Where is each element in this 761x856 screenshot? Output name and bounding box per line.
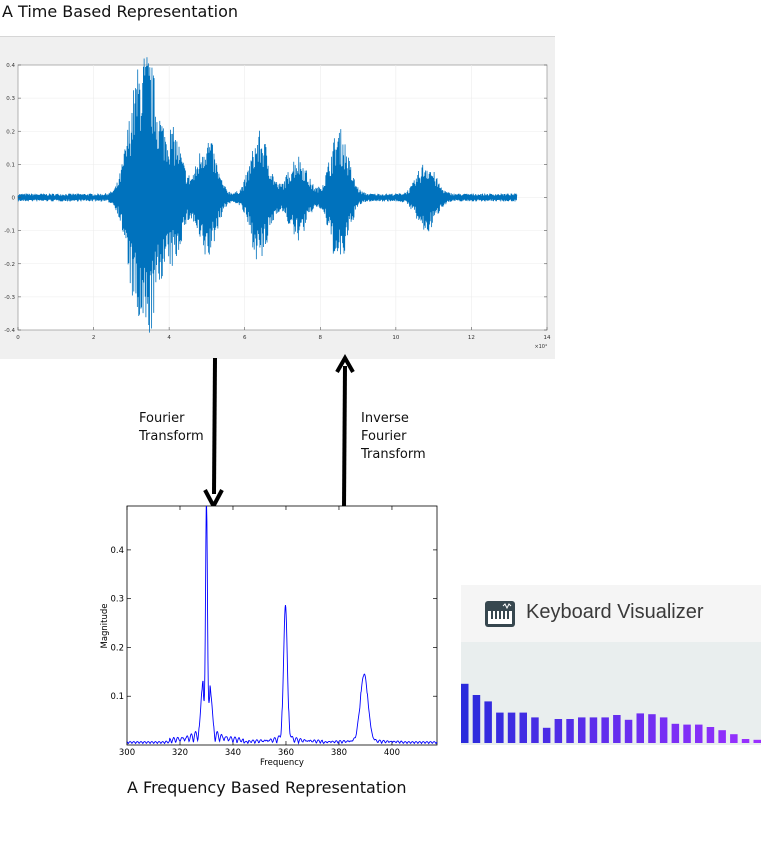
piano-keyboard-icon — [485, 601, 515, 627]
time-y-tick-label: 0.1 — [6, 162, 15, 168]
time-plot-window: 0.4 0.3 0.2 0.1 0 -0.1 -0.2 -0.3 -0.4 0 2 4 6 8 10 12 14… — [0, 36, 555, 359]
visualizer-bar — [484, 701, 492, 743]
time-y-tick-label: 0 — [12, 196, 16, 202]
time-representation-title: A Time Based Representation — [2, 2, 238, 21]
visualizer-bar — [472, 695, 481, 743]
visualizer-bar — [578, 717, 586, 743]
visualizer-bar — [753, 739, 761, 743]
visualizer-bars-area — [461, 642, 761, 745]
time-x-tick-label: 4 — [167, 335, 171, 341]
time-y-tick-label: 0.3 — [6, 96, 15, 102]
time-y-tick-label: -0.1 — [4, 229, 15, 235]
time-x-tick-label: 10 — [392, 335, 399, 341]
keyboard-visualizer-title: Keyboard Visualizer — [526, 601, 704, 623]
freq-x-tick-label: 320 — [172, 748, 188, 758]
time-waveform-chart: 0.40.30.20.10-0.1-0.2-0.3-0.40 2 4 6 8 10 12 14… — [4, 57, 551, 350]
visualizer-bar — [730, 734, 738, 743]
time-x-tick-label: 2 — [92, 335, 96, 341]
visualizer-bar — [542, 727, 551, 743]
time-y-tick-label: -0.4 — [4, 328, 15, 334]
inverse-label-line: Transform — [361, 447, 426, 462]
visualizer-bar — [706, 727, 715, 743]
inverse-fourier-transform-label: Inverse Fourier Transform — [361, 410, 426, 464]
visualizer-bar — [695, 724, 703, 743]
freq-y-tick-label: 0.3 — [110, 595, 124, 605]
visualizer-bar — [613, 715, 621, 743]
visualizer-bar — [531, 717, 539, 743]
inverse-label-line: Fourier — [361, 429, 407, 444]
time-x-multiplier: ×10⁴ — [534, 344, 547, 350]
fourier-label-line: Transform — [139, 429, 204, 444]
keyboard-visualizer-header: Keyboard Visualizer — [461, 585, 761, 643]
freq-x-tick-label: 340 — [225, 748, 241, 758]
visualizer-bar — [624, 719, 633, 743]
visualizer-bar — [683, 724, 691, 743]
spectrum-line — [126, 505, 438, 745]
keyboard-visualizer-widget[interactable]: Keyboard Visualizer — [461, 585, 761, 745]
time-x-tick-label: 0 — [16, 335, 20, 341]
time-y-tick-label: -0.2 — [4, 262, 15, 268]
waveform-line — [17, 57, 518, 333]
freq-y-tick-label: 0.2 — [110, 643, 124, 653]
visualizer-bar — [496, 712, 504, 743]
time-x-tick-label: 8 — [319, 335, 323, 341]
visualizer-bar — [741, 739, 750, 743]
time-x-tick-label: 14 — [544, 335, 551, 341]
freq-y-tick-label: 0.4 — [110, 546, 124, 556]
freq-xlabel: Frequency — [260, 758, 304, 768]
frequency-spectrum-chart: 300 320 340 360 380 400 0.1 0.2 0.3 0.4 Frequency… — [100, 505, 438, 768]
frequency-representation-title: A Frequency Based Representation — [127, 778, 407, 797]
time-x-tick-label: 6 — [243, 335, 247, 341]
inverse-label-line: Inverse — [361, 411, 409, 426]
freq-x-tick-label: 400 — [384, 748, 400, 758]
visualizer-bar — [589, 717, 598, 743]
visualizer-bar — [636, 713, 644, 743]
fourier-arrow-shaft — [212, 357, 217, 495]
freq-x-tick-label: 300 — [119, 748, 135, 758]
fourier-transform-label: Fourier Transform — [139, 410, 204, 446]
time-y-tick-label: -0.3 — [4, 295, 15, 301]
fourier-label-line: Fourier — [139, 411, 185, 426]
freq-x-tick-label: 360 — [278, 748, 294, 758]
visualizer-bar — [519, 712, 527, 743]
inverse-arrow-shaft — [342, 365, 347, 509]
inverse-arrow-head — [335, 353, 355, 373]
visualizer-bar — [659, 717, 668, 743]
visualizer-bar — [601, 717, 609, 743]
visualizer-bar — [718, 730, 726, 743]
time-y-tick-label: 0.2 — [6, 129, 15, 135]
visualizer-bar — [648, 714, 656, 743]
freq-y-tick-label: 0.1 — [110, 692, 124, 702]
visualizer-bar — [507, 712, 516, 743]
visualizer-bar — [566, 719, 574, 743]
time-y-tick-label: 0.4 — [6, 63, 15, 69]
visualizer-bars — [461, 683, 761, 743]
freq-x-tick-label: 380 — [331, 748, 347, 758]
visualizer-bar — [671, 723, 680, 743]
time-x-tick-label: 12 — [468, 335, 475, 341]
freq-ylabel: Magnitude — [100, 603, 110, 648]
visualizer-bar — [461, 683, 469, 743]
visualizer-bar — [554, 719, 563, 743]
